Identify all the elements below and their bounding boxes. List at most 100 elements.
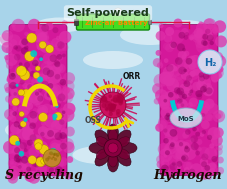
Circle shape (212, 110, 225, 123)
Circle shape (43, 53, 55, 65)
Circle shape (11, 22, 16, 27)
Circle shape (43, 146, 52, 155)
Circle shape (15, 84, 19, 87)
Circle shape (212, 27, 219, 34)
Circle shape (46, 149, 49, 152)
Circle shape (44, 114, 58, 128)
Circle shape (196, 29, 203, 36)
Circle shape (8, 51, 12, 55)
Circle shape (194, 28, 204, 38)
Circle shape (157, 160, 165, 168)
Circle shape (163, 67, 174, 78)
Circle shape (35, 163, 47, 174)
Ellipse shape (120, 25, 180, 45)
Circle shape (181, 156, 186, 160)
Circle shape (28, 19, 40, 31)
Circle shape (111, 104, 115, 108)
Circle shape (32, 60, 39, 66)
Circle shape (163, 99, 167, 103)
Circle shape (56, 153, 60, 156)
Circle shape (204, 165, 210, 171)
Circle shape (163, 138, 169, 144)
Circle shape (54, 61, 60, 67)
Circle shape (195, 38, 205, 48)
Circle shape (188, 62, 196, 70)
Circle shape (177, 98, 183, 104)
Circle shape (33, 83, 39, 88)
Circle shape (112, 95, 120, 103)
Circle shape (40, 153, 50, 163)
Circle shape (184, 83, 192, 91)
Circle shape (43, 149, 61, 167)
Circle shape (168, 118, 173, 123)
FancyBboxPatch shape (160, 25, 218, 176)
Circle shape (195, 122, 199, 127)
Circle shape (12, 98, 20, 106)
Circle shape (65, 127, 75, 136)
Circle shape (182, 140, 194, 152)
Circle shape (174, 142, 180, 148)
Circle shape (16, 66, 27, 76)
Circle shape (24, 32, 28, 36)
Circle shape (111, 99, 113, 101)
Circle shape (11, 149, 17, 155)
Circle shape (20, 121, 26, 127)
Circle shape (162, 78, 167, 82)
Circle shape (39, 57, 43, 61)
Circle shape (166, 115, 173, 122)
Circle shape (190, 138, 194, 142)
Circle shape (29, 122, 36, 129)
Circle shape (195, 132, 200, 137)
Circle shape (199, 75, 205, 81)
Circle shape (199, 72, 204, 77)
Circle shape (11, 93, 17, 99)
Circle shape (50, 65, 61, 76)
Circle shape (197, 101, 210, 113)
Circle shape (111, 107, 116, 112)
Circle shape (170, 42, 176, 49)
Circle shape (108, 143, 118, 153)
Circle shape (54, 64, 63, 72)
Circle shape (163, 129, 168, 133)
Circle shape (10, 111, 15, 117)
Ellipse shape (95, 151, 110, 166)
Circle shape (63, 88, 75, 99)
Circle shape (59, 132, 66, 139)
Circle shape (205, 163, 217, 175)
Circle shape (196, 139, 202, 145)
Circle shape (175, 57, 183, 65)
Circle shape (195, 128, 199, 132)
Circle shape (172, 144, 178, 150)
Circle shape (54, 113, 60, 119)
Circle shape (211, 134, 223, 146)
Circle shape (30, 50, 37, 57)
Circle shape (50, 85, 59, 94)
Circle shape (159, 148, 173, 162)
Circle shape (5, 87, 11, 93)
Circle shape (184, 154, 189, 159)
Circle shape (206, 87, 212, 94)
Circle shape (185, 129, 191, 135)
Text: ORR: ORR (123, 72, 141, 81)
Circle shape (198, 50, 222, 74)
Circle shape (157, 62, 163, 69)
Circle shape (47, 130, 54, 137)
Circle shape (189, 71, 196, 77)
Text: OSS: OSS (85, 116, 102, 125)
Circle shape (188, 102, 193, 108)
Circle shape (61, 128, 67, 135)
Circle shape (35, 141, 48, 154)
Ellipse shape (116, 130, 131, 145)
Circle shape (25, 171, 36, 182)
Circle shape (192, 62, 206, 76)
Circle shape (10, 140, 15, 146)
Circle shape (166, 138, 171, 142)
Circle shape (187, 105, 200, 117)
Circle shape (198, 147, 210, 158)
Circle shape (113, 97, 118, 103)
Circle shape (18, 124, 23, 129)
Circle shape (178, 99, 188, 110)
Circle shape (114, 8, 122, 16)
Circle shape (66, 156, 73, 163)
Circle shape (27, 51, 37, 61)
